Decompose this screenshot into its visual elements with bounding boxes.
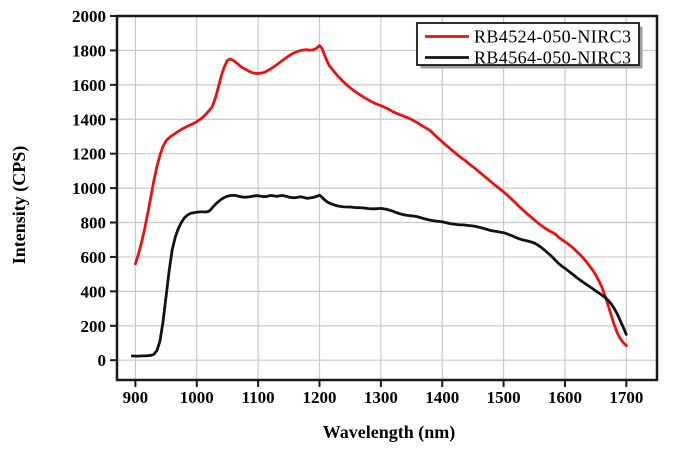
x-tick-label: 1000 <box>180 388 214 407</box>
x-tick-label: 1400 <box>425 388 459 407</box>
y-tick-label: 200 <box>81 317 107 336</box>
x-tick-label: 1600 <box>548 388 582 407</box>
ticks-layer <box>110 15 628 387</box>
x-tick-label: 1500 <box>487 388 521 407</box>
series-line-RB4524-050-NIRC3 <box>134 44 628 347</box>
x-tick-label: 900 <box>123 388 149 407</box>
y-tick-label: 1600 <box>72 76 106 95</box>
x-axis-title: Wavelength (nm) <box>323 422 456 443</box>
y-tick-label: 2000 <box>72 7 106 26</box>
y-tick-label: 1800 <box>72 41 106 60</box>
y-tick-label: 1200 <box>72 145 106 164</box>
y-tick-label: 1000 <box>72 179 106 198</box>
series-line-RB4564-050-NIRC3 <box>130 193 628 358</box>
y-tick-label: 0 <box>98 351 107 370</box>
y-tick-label: 400 <box>81 282 107 301</box>
x-tick-label: 1700 <box>609 388 643 407</box>
legend-item-rb4524: RB4524-050-NIRC3 <box>425 27 631 47</box>
curves-layer <box>130 44 628 358</box>
legend-label-rb4564: RB4564-050-NIRC3 <box>474 48 631 68</box>
y-tick-label: 1400 <box>72 110 106 129</box>
x-tick-label: 1300 <box>364 388 398 407</box>
x-tick-label: 1100 <box>242 388 275 407</box>
y-tick-label: 800 <box>81 214 107 233</box>
x-tick-label: 1200 <box>303 388 337 407</box>
y-axis-title: Intensity (CPS) <box>9 146 30 265</box>
plot-border <box>115 14 659 382</box>
tick-labels-layer: 900 1000 1100 1200 1300 1400 1500 1600 1700 0 200 4… <box>72 7 643 407</box>
y-tick-label: 600 <box>81 248 107 267</box>
legend-label-rb4524: RB4524-050-NIRC3 <box>474 27 631 47</box>
grid-layer <box>117 16 657 380</box>
legend-item-rb4564: RB4564-050-NIRC3 <box>425 48 631 68</box>
legend: RB4524-050-NIRC3 RB4564-050-NIRC3 <box>416 22 643 69</box>
